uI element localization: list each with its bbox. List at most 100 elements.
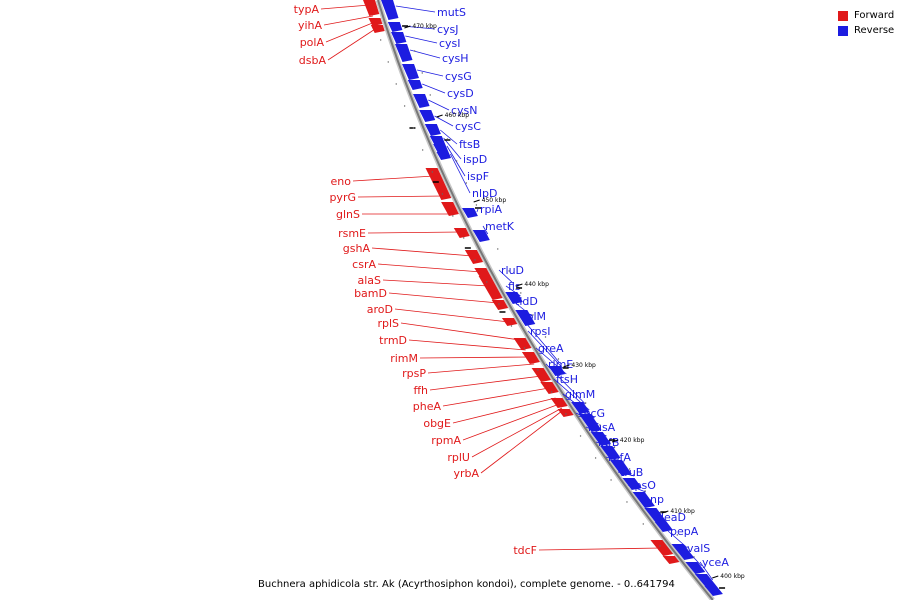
reverse-gene-block: [632, 492, 655, 508]
reverse-gene-label: tldD: [515, 295, 538, 308]
forward-leader: [427, 363, 535, 374]
legend-forward: Forward: [838, 8, 894, 23]
scale-dot: [557, 358, 560, 360]
reverse-gene-label: cysI: [439, 37, 461, 50]
reverse-gene-block: [685, 562, 706, 574]
reverse-gene-label: rpsO: [630, 479, 656, 492]
reverse-gene-label: rluD: [501, 264, 524, 277]
reverse-gene-label: nusA: [588, 421, 616, 434]
reverse-gene-label: rbfA: [608, 451, 631, 464]
scale-dot: [584, 402, 587, 404]
reverse-gene-block: [424, 124, 441, 136]
reverse-leader: [505, 285, 521, 297]
tick-label: 440 kbp: [524, 281, 549, 288]
forward-gene-block: [370, 25, 385, 33]
reverse-leader: [405, 35, 438, 44]
kbp-ticks: 470 kbp 460 kbp 450 kbp 440 kbp 430 kbp 420 k…: [379, 23, 745, 589]
scale-dot: [429, 94, 431, 96]
reverse-gene-block: [694, 574, 717, 588]
forward-leader: [377, 263, 482, 273]
reverse-gene-block: [704, 586, 723, 596]
tick-mark: [473, 199, 480, 203]
forward-gene-label: typA: [294, 3, 320, 16]
tick-label: 420 kbp: [620, 437, 645, 444]
scale-dot: [660, 512, 662, 514]
tick-mark: [712, 575, 719, 579]
forward-leader: [371, 247, 474, 257]
reverse-gene-block: [413, 94, 430, 108]
reverse-gene-block: [387, 22, 403, 32]
reverse-gene-label: metK: [485, 220, 515, 233]
reverse-leader: [476, 208, 479, 213]
reverse-leader: [699, 561, 713, 581]
forward-gene-block: [540, 382, 559, 394]
forward-gene-label: aroD: [367, 303, 393, 316]
scale-dot: [379, 39, 382, 41]
reverse-leader: [428, 99, 450, 111]
scale-dot: [387, 61, 389, 63]
forward-gene-label: tdcF: [513, 544, 537, 557]
scale-dot: [693, 556, 695, 558]
scale-dot: [550, 391, 553, 393]
forward-gene-label: glnS: [336, 208, 360, 221]
scale-dot: [676, 534, 678, 536]
forward-leader: [382, 279, 489, 287]
forward-gene-block: [453, 228, 470, 238]
reverse-leader: [450, 153, 471, 194]
forward-gene-block: [521, 352, 540, 364]
reverse-gene-label: nlpD: [472, 187, 497, 200]
scale-dot: [412, 127, 415, 129]
reverse-leader: [417, 69, 444, 77]
tick-mark: [436, 114, 443, 118]
reverse-gene-block: [472, 230, 490, 242]
scale-dot: [441, 193, 444, 195]
forward-gene-label: trmD: [379, 334, 407, 347]
forward-gene-label: gshA: [343, 242, 371, 255]
forward-gene-block: [464, 250, 484, 264]
reverse-gene-label: infB: [598, 436, 619, 449]
forward-gene-label: csrA: [352, 258, 376, 271]
forward-gene-label: pheA: [413, 400, 442, 413]
label-leaders: [320, 4, 713, 581]
reverse-gene-block: [407, 80, 423, 90]
reverse-leader: [654, 511, 661, 518]
reverse-gene-block: [436, 152, 452, 160]
legend-reverse-label: Reverse: [854, 25, 895, 36]
scale-dot: [446, 138, 449, 140]
forward-leader: [325, 21, 375, 43]
scale-dot: [486, 281, 488, 283]
reverse-leader: [575, 412, 599, 425]
scale-dot: [475, 204, 478, 206]
forward-gene-block: [531, 368, 552, 382]
scale-dot: [642, 523, 644, 525]
scale-dot: [431, 171, 434, 173]
reverse-gene-block: [381, 0, 399, 20]
reverse-gene-block: [402, 64, 419, 80]
reverse-gene-block: [433, 144, 449, 154]
scale-dot: [610, 479, 612, 481]
scale-dot: [532, 314, 534, 316]
tick-mark: [662, 510, 669, 514]
reverse-leader: [553, 378, 590, 411]
forward-gene-label: rplS: [377, 317, 399, 330]
forward-leader: [394, 308, 510, 323]
reverse-leader: [667, 530, 688, 549]
reverse-leader: [585, 426, 607, 437]
scale-dot: [594, 457, 597, 459]
forward-leader: [327, 27, 377, 61]
reverse-leader: [512, 300, 532, 317]
forward-gene-block: [478, 276, 503, 300]
reverse-leader: [545, 363, 586, 405]
reverse-gene-label: glmM: [565, 388, 595, 401]
forward-leader: [357, 195, 444, 198]
reverse-gene-block: [590, 432, 611, 446]
scale-dot: [544, 336, 547, 338]
scale-dot: [497, 248, 499, 250]
reverse-gene-label: mutS: [437, 6, 466, 19]
reverse-gene-label: cysH: [442, 52, 469, 65]
forward-gene-label: ffh: [413, 384, 428, 397]
reverse-gene-block: [600, 446, 621, 460]
forward-gene-block: [513, 338, 532, 350]
forward-leader: [388, 292, 499, 304]
